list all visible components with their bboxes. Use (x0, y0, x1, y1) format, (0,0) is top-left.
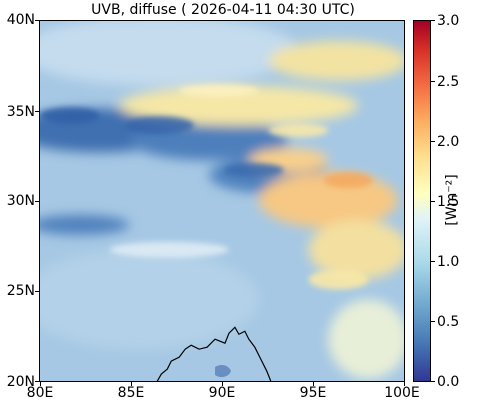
lon-tick-label: 95E (299, 385, 327, 401)
lon-tick-mark (40, 382, 41, 386)
lon-tick-mark (313, 382, 314, 386)
lon-tick-label: 100E (384, 385, 420, 401)
colorbar-unit-label: [Wm⁻²] (444, 174, 460, 226)
map-title: UVB, diffuse ( 2026-04-11 04:30 UTC) (91, 2, 355, 18)
lat-tick-mark (35, 20, 39, 21)
colorbar-tick-mark (431, 381, 435, 382)
colorbar-tick-mark (431, 201, 435, 202)
colorbar-tick-label: 2.5 (437, 74, 460, 90)
lat-tick-mark (35, 291, 39, 292)
lon-tick-label: 85E (117, 385, 145, 401)
lat-tick-label: 30N (6, 193, 35, 209)
colorbar-tick-label: 3.0 (437, 13, 460, 29)
colorbar-tick-mark (431, 321, 435, 322)
map-panel[interactable] (39, 20, 405, 382)
colorbar-tick-label: 2.0 (437, 134, 460, 150)
colorbar-tick-label: 0.5 (437, 314, 460, 330)
colorbar-tick-label: 0.0 (437, 374, 460, 390)
lon-tick-mark (222, 382, 223, 386)
colorbar-tick-label: 1.0 (437, 254, 460, 270)
lat-tick-mark (35, 201, 39, 202)
uvb-field (40, 21, 404, 381)
lat-tick-label: 20N (6, 374, 35, 390)
colorbar (413, 20, 431, 382)
colorbar-tick-mark (431, 20, 435, 21)
lon-tick-label: 80E (26, 385, 54, 401)
colorbar-tick-mark (431, 81, 435, 82)
lat-tick-label: 25N (6, 283, 35, 299)
colorbar-tick-mark (431, 261, 435, 262)
lon-tick-label: 90E (208, 385, 236, 401)
colorbar-tick-label: 1.5 (437, 194, 460, 210)
lat-tick-label: 35N (6, 104, 35, 120)
colorbar-tick-mark (431, 141, 435, 142)
lat-tick-label: 40N (6, 12, 35, 28)
lat-tick-mark (35, 381, 39, 382)
lon-tick-mark (404, 382, 405, 386)
lon-tick-mark (131, 382, 132, 386)
lat-tick-mark (35, 111, 39, 112)
